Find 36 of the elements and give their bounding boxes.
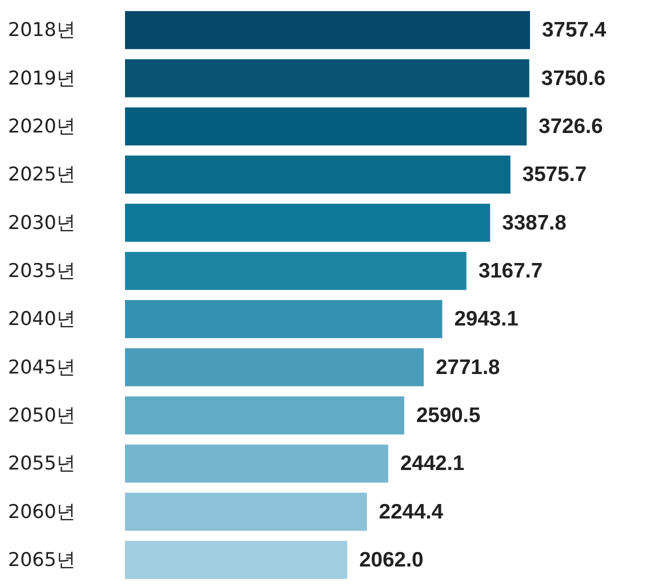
bar [125,444,388,483]
y-tick-label: 2020년 [8,115,76,138]
data-label: 2590.5 [416,404,481,427]
y-tick-label: 2045년 [8,356,76,378]
data-label: 3387.8 [502,211,567,234]
data-label: 3575.7 [522,163,587,186]
bar [125,348,424,386]
data-label: 2771.8 [436,356,500,379]
data-label: 2442.1 [400,452,465,476]
y-tick-label: 2055년 [8,452,76,475]
bar [125,59,530,98]
bar [125,156,510,194]
bar [125,107,527,146]
y-tick-label: 2018년 [8,19,76,42]
data-label: 2244.4 [378,500,444,524]
bar [125,492,367,531]
y-tick-label: 2050년 [8,404,76,426]
bar [125,252,466,290]
y-tick-label: 2030년 [8,212,76,234]
y-tick-label: 2060년 [8,500,76,523]
data-label: 3757.4 [542,18,607,42]
data-label: 3726.6 [538,114,603,138]
bar [125,11,530,50]
bar [125,300,442,338]
bar [125,540,348,579]
y-tick-label: 2065년 [8,548,76,571]
y-tick-label: 2019년 [8,67,76,90]
y-tick-label: 2035년 [8,260,76,282]
data-label: 3750.6 [541,66,606,90]
data-label: 2062.0 [359,548,424,572]
bar [125,396,404,434]
y-tick-label: 2025년 [8,164,76,186]
data-label: 3167.7 [478,259,543,282]
data-label: 2943.1 [454,308,519,331]
bar [125,204,490,242]
y-tick-label: 2040년 [8,308,76,330]
